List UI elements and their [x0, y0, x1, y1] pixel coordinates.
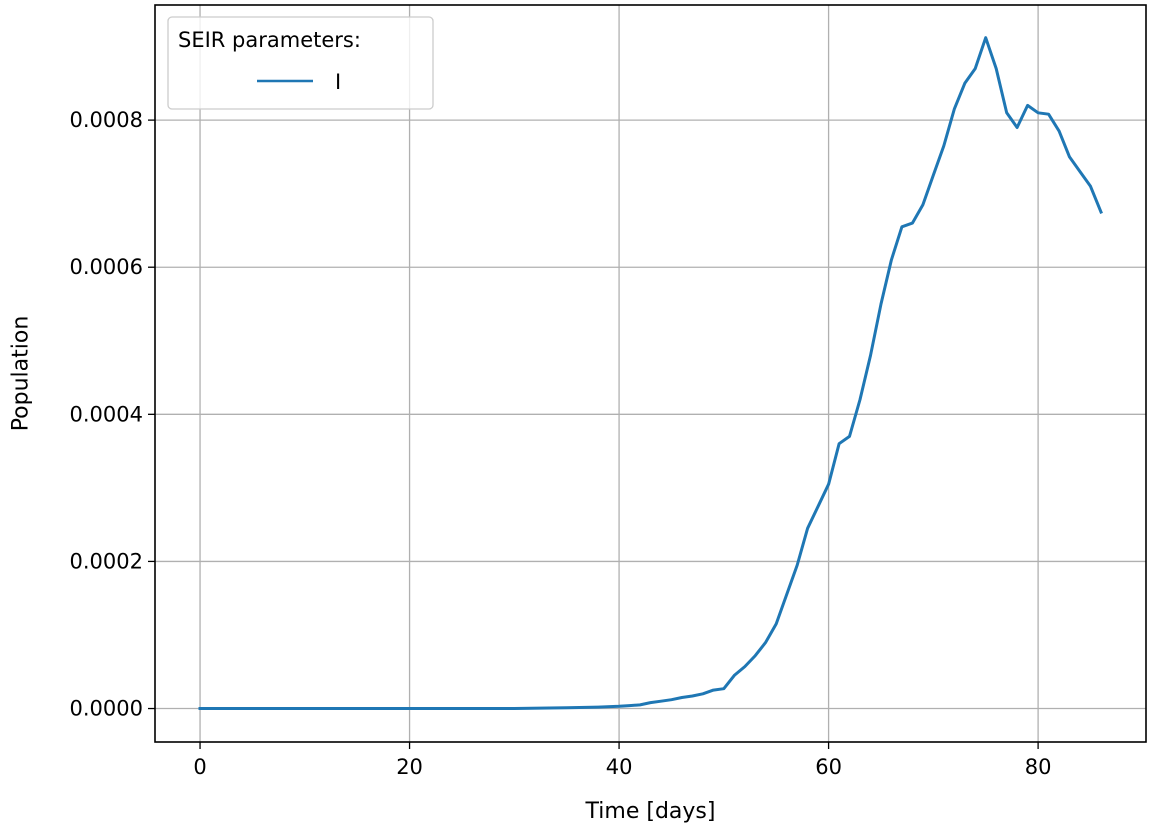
legend-entry-i: I: [335, 70, 341, 94]
series-line-i: [198, 36, 1103, 710]
legend: SEIR parameters: I: [167, 16, 434, 110]
x-tick-label: 80: [1025, 755, 1052, 779]
x-tick-label: 60: [815, 755, 842, 779]
x-tick-label: 0: [193, 755, 206, 779]
plot-area-frame: [154, 4, 1147, 743]
y-tick-label: 0.0006: [70, 255, 143, 279]
x-axis-label: Time [days]: [585, 799, 716, 824]
y-tick-label: 0.0002: [70, 549, 143, 573]
legend-box: [167, 16, 434, 110]
y-axis-label: Population: [9, 316, 34, 432]
series-layer: [198, 36, 1103, 710]
x-tick-label: 40: [606, 755, 633, 779]
gridlines: [155, 5, 1146, 742]
legend-title: SEIR parameters:: [178, 28, 361, 52]
y-tick-label: 0.0004: [70, 402, 143, 426]
axis-ticks: 0 20 40 60 80 0.0000 0.0002 0.0004 0.0006 0.0008: [70, 108, 1052, 779]
y-tick-label: 0.0000: [70, 697, 143, 721]
y-tick-label: 0.0008: [70, 108, 143, 132]
x-tick-label: 20: [396, 755, 423, 779]
